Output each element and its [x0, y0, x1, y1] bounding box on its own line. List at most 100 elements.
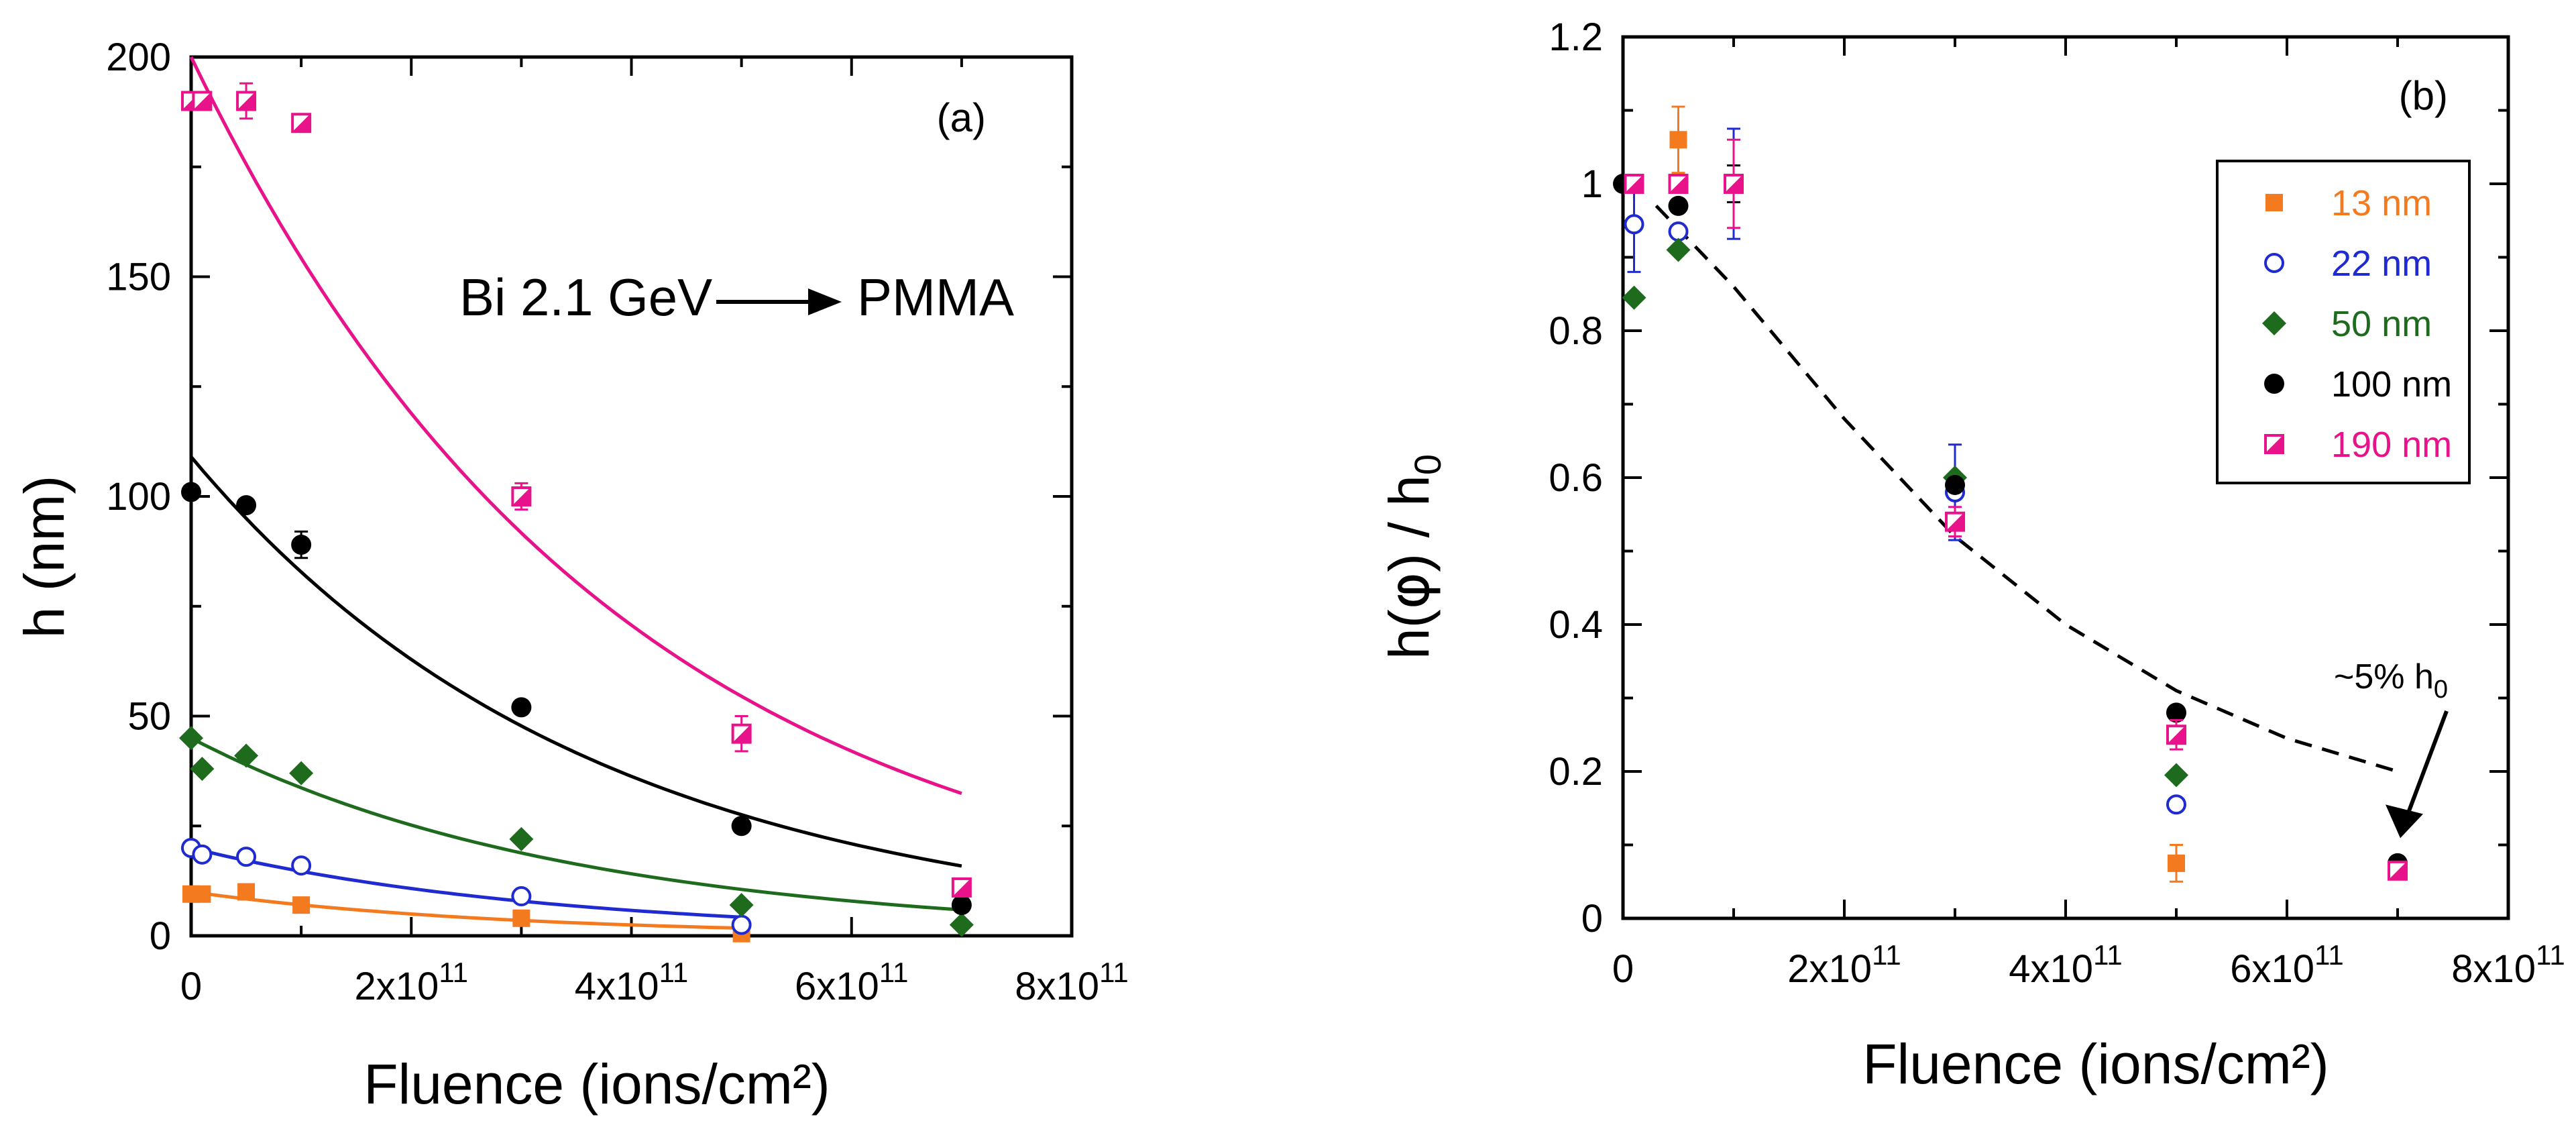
tick-label-base: 8x10: [2451, 947, 2536, 991]
data-point: [2166, 794, 2186, 815]
tick-label-base: 6x10: [795, 965, 879, 1008]
panel-a-y-tick-label: 0: [150, 914, 171, 958]
data-point: [512, 909, 530, 927]
panel-a-x-tick-label: 4x1011: [575, 957, 688, 1008]
panel-b-label: (b): [2399, 73, 2448, 118]
data-point: [291, 113, 312, 133]
series-190-nm: [1624, 138, 2408, 881]
data-point: [1669, 131, 1687, 149]
beam-arrow: [716, 288, 842, 315]
data-point: [236, 847, 257, 867]
marker-fill: [2168, 726, 2185, 744]
tick-label-exp: 11: [1872, 939, 1901, 971]
panel-b-x-tick-label: 8x1011: [2451, 939, 2565, 991]
series-190-nm: [181, 82, 972, 898]
panel-b-y-tick-label: 0.2: [1549, 750, 1603, 794]
tick-label-base: 4x10: [2009, 947, 2093, 991]
fit-curve-190-nm: [189, 56, 962, 796]
data-point: [951, 895, 972, 916]
marker-fill: [732, 724, 750, 743]
tick-label-base: 2x10: [1787, 947, 1872, 991]
data-point: [1666, 237, 1691, 262]
data-point: [179, 726, 203, 751]
data-point: [181, 482, 201, 502]
data-point: [193, 885, 211, 903]
panel-a-label: (a): [937, 95, 986, 140]
panel-a-plot-frame: [189, 55, 1074, 938]
data-point: [2166, 724, 2186, 745]
five-percent-text: ~5% h: [2334, 657, 2434, 696]
tick-label-exp: 11: [2536, 939, 2565, 971]
data-point: [1724, 174, 1744, 194]
marker-fill: [1725, 175, 1742, 193]
series-22-nm: [1624, 127, 2186, 815]
series-22-nm: [181, 838, 752, 935]
legend-label: 50 nm: [2331, 304, 2432, 344]
data-point: [731, 816, 752, 837]
panel-b-y-tick-label: 0.6: [1549, 456, 1603, 500]
five-percent-sub: 0: [2434, 676, 2448, 704]
data-point: [236, 495, 257, 516]
marker-fill: [512, 488, 530, 505]
panel-b-x-axis-label: Fluence (ions/cm²): [1862, 1032, 2329, 1095]
tick-label-exp: 11: [659, 957, 689, 988]
panel-b-x-tick-label: 0: [1612, 947, 1634, 991]
data-point: [731, 914, 752, 935]
data-point: [1668, 195, 1689, 216]
panel-a-chart: (a) Bi 2.1 GeV PMMA Fluence (ions/cm²) h…: [13, 36, 1129, 1116]
panel-b-y-tick-label: 0.8: [1549, 309, 1603, 353]
legend-box: [2216, 160, 2471, 484]
panel-a-y-tick-label: 50: [127, 695, 171, 739]
data-point: [234, 743, 259, 768]
fit-curve-22-nm: [190, 846, 742, 919]
marker-fill: [193, 92, 211, 110]
fit-curve-50-nm: [190, 737, 962, 912]
panel-b-y-tick-label: 0.4: [1549, 603, 1603, 647]
panel-a-x-tick-label: 6x1011: [795, 957, 908, 1008]
tick-label-base: 6x10: [2230, 947, 2314, 991]
legend-marker: [2264, 374, 2284, 394]
data-point: [1624, 174, 1644, 194]
marker-fill: [2265, 435, 2283, 453]
data-point: [291, 535, 312, 555]
legend-label: 22 nm: [2331, 244, 2432, 284]
y-label-sub: 0: [1406, 454, 1449, 475]
beam-annotation-right: PMMA: [857, 268, 1014, 327]
beam-annotation-left: Bi 2.1 GeV: [459, 268, 712, 327]
data-point: [511, 886, 532, 907]
marker-fill: [1669, 175, 1687, 193]
tick-label-base: 8x10: [1015, 965, 1099, 1008]
panel-a-y-axis-label: h (nm): [13, 476, 76, 639]
series-50-nm: [179, 726, 974, 937]
data-point: [2164, 763, 2188, 788]
data-point: [1945, 511, 1965, 532]
marker-fill: [2389, 861, 2406, 879]
marker-fill: [952, 878, 970, 896]
panel-b-x-tick-label: 6x1011: [2230, 939, 2343, 991]
data-point: [509, 826, 534, 851]
fit-curve-13-nm: [190, 890, 742, 930]
panel-b-x-tick-label: 4x1011: [2009, 939, 2122, 991]
data-point: [192, 844, 213, 865]
panel-a-x-axis-label: Fluence (ions/cm²): [363, 1053, 830, 1116]
tick-label-exp: 11: [1099, 957, 1129, 988]
series-100-nm: [181, 482, 972, 916]
data-point: [291, 855, 312, 876]
panel-b-y-tick-label: 1: [1581, 162, 1603, 206]
panel-b-y-tick-label: 0: [1581, 897, 1603, 940]
legend-marker: [2265, 194, 2283, 211]
tick-label-exp: 11: [879, 957, 909, 988]
panel-b-y-tick-label: 1.2: [1549, 15, 1603, 59]
data-point: [237, 883, 256, 901]
data-point: [1668, 174, 1689, 194]
data-point: [731, 723, 752, 744]
panel-a-x-tick-label: 0: [180, 965, 202, 1008]
legend-marker: [2264, 434, 2284, 454]
panel-a-x-tick-label: 8x1011: [1015, 957, 1128, 1008]
legend-marker: [2264, 253, 2284, 273]
panel-b-chart: (b) Fluence (ions/cm²) h(φ) / h0 ~5% h0 …: [1376, 15, 2565, 1095]
y-label-suffix: ) / h: [1378, 475, 1441, 572]
guide-dashed-curve: [1655, 205, 2398, 773]
fit-curve-100-nm: [190, 455, 962, 868]
marker-fill: [237, 92, 256, 110]
